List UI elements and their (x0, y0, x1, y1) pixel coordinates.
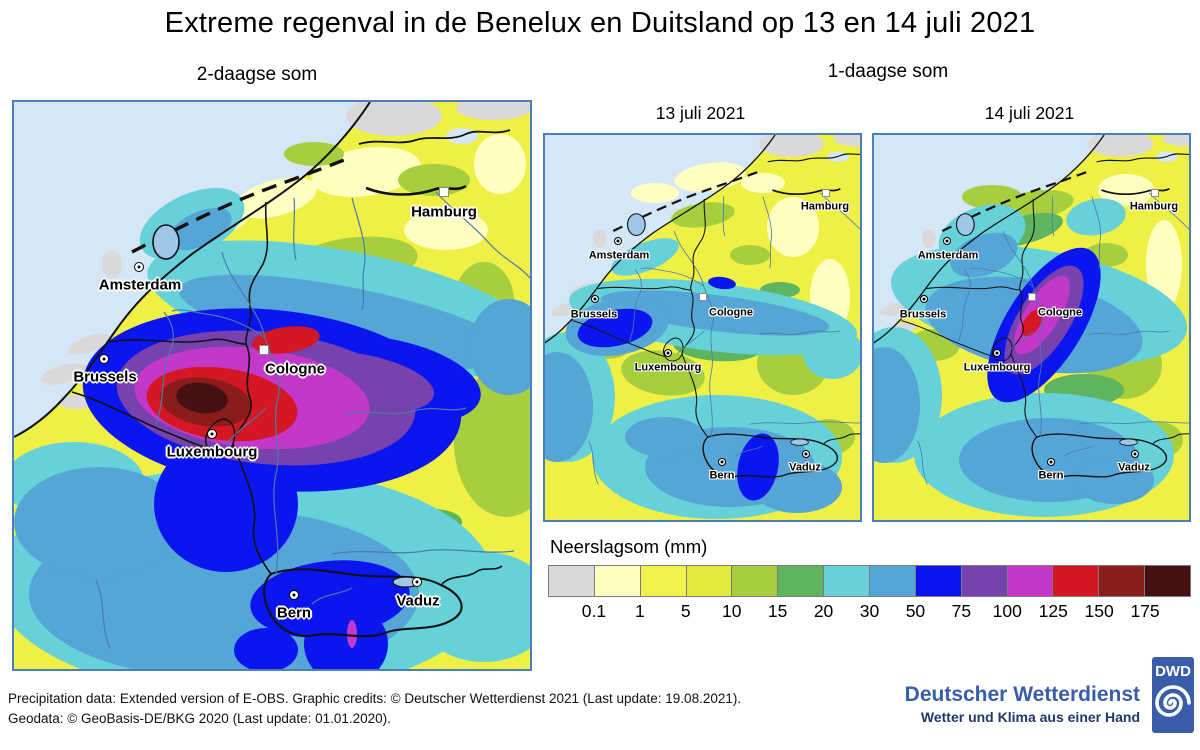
city-marker-amsterdam (614, 237, 622, 245)
legend-swatch (961, 566, 1008, 596)
city-label-hamburg: Hamburg (1129, 200, 1179, 213)
city-marker-hamburg (1151, 189, 1159, 197)
city-marker-luxembourg (993, 349, 1001, 357)
legend-tick-label: 0.1 (581, 601, 607, 621)
precip-blobs-2day (14, 134, 530, 669)
legend-tick-label: 125 (1038, 601, 1068, 621)
map-title-14-july: 14 juli 2021 (984, 103, 1075, 123)
legend-swatch (1099, 566, 1146, 596)
page-title: Extreme regenval in de Benelux en Duitsl… (164, 7, 1036, 39)
city-label-amsterdam: Amsterdam (588, 249, 650, 262)
city-label-cologne: Cologne (1038, 306, 1082, 319)
credit-line-geodata: Geodata: © GeoBasis-DE/BKG 2020 (Last up… (8, 711, 391, 727)
legend-tick-label: 20 (813, 601, 834, 621)
city-label-cologne: Cologne (265, 360, 325, 378)
precipitation-map-graphic (874, 135, 1189, 520)
legend-swatch (915, 566, 962, 596)
city-label-vaduz: Vaduz (396, 592, 440, 610)
legend-title: Neerslagsom (mm) (550, 536, 708, 557)
city-label-hamburg: Hamburg (800, 200, 850, 213)
legend-labels: 0.1 1 5 10 15 20 30 50 75 100 125 150 175 (548, 601, 1191, 623)
city-label-cologne: Cologne (709, 306, 753, 319)
legend-tick-label: 150 (1084, 601, 1114, 621)
legend-swatch (686, 566, 733, 596)
city-label-brussels: Brussels (899, 308, 947, 321)
city-label-bern: Bern (276, 604, 312, 622)
dwd-logo-text: DWD (1155, 663, 1191, 680)
city-label-vaduz: Vaduz (1118, 461, 1150, 474)
legend: Neerslagsom (mm) 0.1 1 5 10 15 20 30 50 75 100 125… (548, 536, 1191, 623)
legend-tick-label: 1 (634, 601, 645, 621)
brand-name: Deutscher Wetterdienst (904, 683, 1140, 706)
dwd-spiral-icon (1155, 685, 1191, 717)
city-label-vaduz: Vaduz (789, 461, 821, 474)
precipitation-map-graphic (14, 102, 530, 669)
legend-tick-label: 10 (721, 601, 742, 621)
city-marker-luxembourg (207, 429, 217, 439)
city-label-bern: Bern (709, 469, 735, 482)
legend-tick-label: 175 (1130, 601, 1160, 621)
city-label-bern: Bern (1038, 469, 1064, 482)
legend-tick-label: 15 (767, 601, 788, 621)
legend-tick-label: 75 (951, 601, 972, 621)
map-13-july: Hamburg Amsterdam Brussels Cologne Luxem… (543, 133, 862, 522)
brand-tagline: Wetter und Klima aus einer Hand (920, 709, 1140, 725)
city-label-amsterdam: Amsterdam (98, 276, 182, 294)
subtitle-one-day-sum: 1-daagse som (827, 61, 949, 82)
legend-swatch (594, 566, 641, 596)
city-marker-hamburg (822, 189, 830, 197)
credit-line-precipitation: Precipitation data: Extended version of … (8, 691, 742, 706)
city-marker-cologne (1028, 293, 1036, 301)
city-marker-vaduz (412, 577, 422, 587)
city-label-brussels: Brussels (570, 308, 618, 321)
city-marker-brussels (591, 295, 599, 303)
legend-swatch (870, 566, 916, 596)
city-marker-amsterdam (134, 262, 144, 272)
city-marker-brussels (920, 295, 928, 303)
legend-swatch (732, 566, 779, 596)
legend-swatches (548, 565, 1191, 597)
city-marker-bern (289, 590, 299, 600)
city-marker-vaduz (1131, 450, 1139, 458)
city-marker-cologne (699, 293, 707, 301)
city-marker-cologne (259, 345, 269, 355)
legend-swatch (549, 566, 595, 596)
map-title-13-july: 13 juli 2021 (655, 103, 746, 123)
brand-text: Deutscher Wetterdienst Wetter und Klima … (905, 683, 1140, 725)
precipitation-map-graphic (545, 135, 860, 520)
legend-swatch (1007, 566, 1054, 596)
city-label-luxembourg: Luxembourg (963, 361, 1031, 374)
map-two-day-sum: Hamburg Amsterdam Brussels Cologne Luxem… (12, 100, 532, 671)
map-14-july: Hamburg Amsterdam Brussels Cologne Luxem… (872, 133, 1191, 522)
legend-tick-label: 30 (859, 601, 880, 621)
dwd-logo: DWD (1152, 657, 1194, 733)
city-marker-brussels (99, 354, 109, 364)
city-label-amsterdam: Amsterdam (917, 249, 979, 262)
city-marker-amsterdam (943, 237, 951, 245)
city-label-luxembourg: Luxembourg (166, 443, 258, 461)
legend-swatch (1053, 566, 1100, 596)
legend-tick-label: 50 (905, 601, 926, 621)
legend-swatch (1145, 566, 1191, 596)
city-marker-hamburg (439, 187, 449, 197)
subtitle-two-day-sum: 2-daagse som (196, 64, 318, 85)
city-label-luxembourg: Luxembourg (634, 361, 702, 374)
legend-tick-label: 100 (992, 601, 1022, 621)
city-marker-bern (1047, 458, 1055, 466)
city-label-brussels: Brussels (73, 368, 137, 386)
legend-tick-label: 5 (680, 601, 691, 621)
credits: Precipitation data: Extended version of … (8, 689, 741, 730)
city-marker-vaduz (802, 450, 810, 458)
legend-swatch (640, 566, 687, 596)
city-marker-luxembourg (664, 349, 672, 357)
legend-swatch (778, 566, 825, 596)
city-label-hamburg: Hamburg (411, 203, 477, 221)
legend-swatch (824, 566, 871, 596)
city-marker-bern (718, 458, 726, 466)
